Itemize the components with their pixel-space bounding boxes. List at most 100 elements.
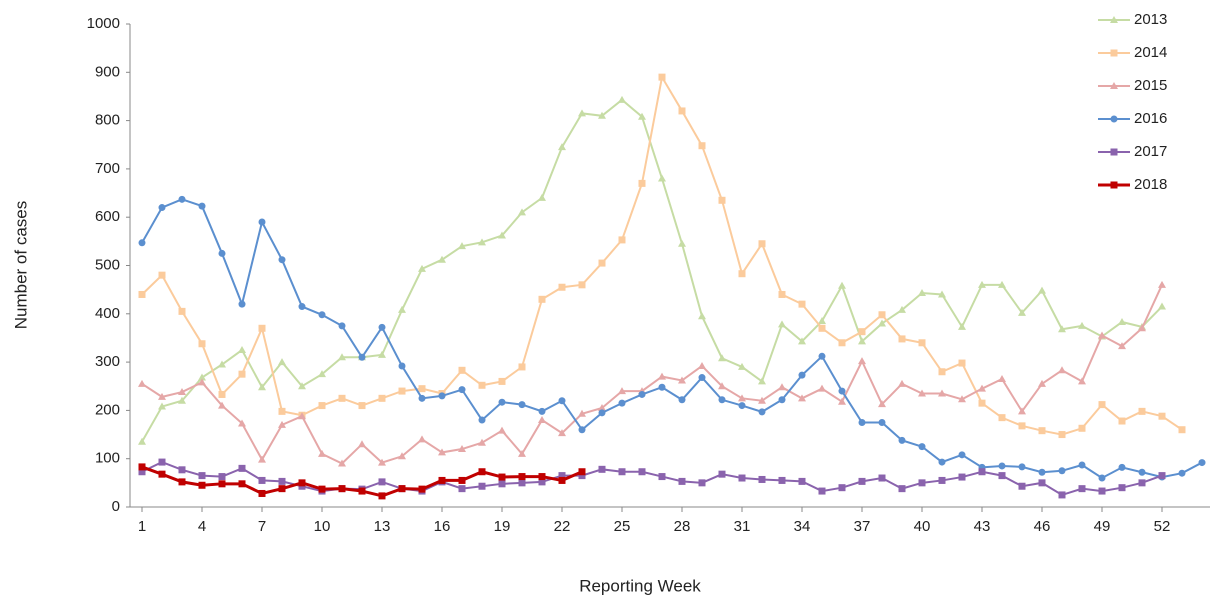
legend-marker xyxy=(1110,82,1118,89)
data-point xyxy=(978,280,986,288)
data-point xyxy=(158,271,166,279)
series-line xyxy=(141,284,1163,465)
data-point xyxy=(658,473,666,481)
data-point xyxy=(1118,342,1126,350)
legend-label: 2016 xyxy=(1134,110,1167,127)
data-point xyxy=(758,475,766,483)
data-point xyxy=(158,470,166,478)
data-point xyxy=(478,381,486,389)
data-point xyxy=(998,462,1006,470)
data-point xyxy=(1118,463,1126,471)
legend-marker xyxy=(1110,16,1118,23)
data-point xyxy=(178,478,186,486)
data-point xyxy=(578,409,586,417)
data-point xyxy=(578,472,586,480)
data-point xyxy=(178,396,186,404)
data-point xyxy=(978,468,986,476)
data-point xyxy=(558,283,566,291)
data-point xyxy=(1038,468,1046,476)
data-point xyxy=(438,255,446,263)
data-point xyxy=(318,370,326,378)
data-point xyxy=(958,395,966,403)
data-point xyxy=(1158,302,1166,310)
data-point xyxy=(1058,366,1066,374)
data-point xyxy=(738,394,746,402)
data-point xyxy=(538,193,546,201)
data-point xyxy=(698,479,706,487)
data-point xyxy=(578,109,586,117)
data-point xyxy=(618,399,626,407)
data-point xyxy=(738,402,746,410)
data-point xyxy=(278,477,286,485)
data-point xyxy=(558,397,566,405)
x-tick-label: 10 xyxy=(314,518,331,535)
y-tick-label: 800 xyxy=(95,112,120,129)
data-point xyxy=(598,465,606,473)
y-tick-label: 200 xyxy=(95,401,120,418)
data-point xyxy=(438,448,446,456)
data-point xyxy=(498,426,506,434)
data-point xyxy=(678,239,686,247)
data-point xyxy=(778,320,786,328)
x-tick-label: 7 xyxy=(258,518,266,535)
data-point xyxy=(218,473,226,481)
data-point xyxy=(1038,479,1046,487)
data-point xyxy=(1158,472,1166,480)
x-tick-label: 49 xyxy=(1094,518,1111,535)
data-point xyxy=(198,202,206,210)
x-tick-label: 13 xyxy=(374,518,391,535)
data-point xyxy=(158,204,166,212)
data-point xyxy=(718,196,726,204)
data-point xyxy=(298,479,306,487)
legend-marker xyxy=(1110,49,1118,57)
x-tick-label: 40 xyxy=(914,518,931,535)
data-point xyxy=(818,487,826,495)
data-point xyxy=(398,305,406,313)
data-point xyxy=(718,470,726,478)
data-point xyxy=(698,374,706,382)
data-point xyxy=(838,387,846,395)
data-point xyxy=(298,412,306,420)
x-tick-label: 4 xyxy=(198,518,206,535)
data-point xyxy=(838,484,846,492)
data-point xyxy=(638,390,646,398)
data-point xyxy=(258,455,266,463)
data-point xyxy=(938,290,946,298)
data-point xyxy=(678,107,686,115)
data-point xyxy=(918,443,926,451)
data-point xyxy=(298,382,306,390)
data-point xyxy=(998,280,1006,288)
data-point xyxy=(678,477,686,485)
data-point xyxy=(618,387,626,395)
data-point xyxy=(598,409,606,417)
data-point xyxy=(438,392,446,400)
data-point xyxy=(918,389,926,397)
data-point xyxy=(658,73,666,81)
legend-label: 2013 xyxy=(1134,11,1167,28)
legend-label: 2018 xyxy=(1134,176,1167,193)
data-point xyxy=(218,480,226,488)
data-point xyxy=(958,473,966,481)
data-point xyxy=(818,352,826,360)
series-line xyxy=(141,98,1163,443)
data-point xyxy=(738,270,746,278)
data-point xyxy=(1158,412,1166,420)
y-tick-label: 500 xyxy=(95,256,120,273)
data-point xyxy=(218,390,226,398)
data-point xyxy=(638,112,646,120)
data-point xyxy=(158,402,166,410)
data-point xyxy=(778,290,786,298)
data-point xyxy=(678,396,686,404)
data-point xyxy=(738,362,746,370)
data-point xyxy=(858,328,866,336)
data-point xyxy=(1078,321,1086,329)
data-point xyxy=(738,474,746,482)
data-point xyxy=(918,339,926,347)
data-point xyxy=(138,239,146,247)
y-tick-label: 0 xyxy=(112,498,120,515)
data-point xyxy=(338,485,346,493)
data-point xyxy=(1078,424,1086,432)
legend-marker xyxy=(1110,148,1118,156)
data-point xyxy=(758,240,766,248)
